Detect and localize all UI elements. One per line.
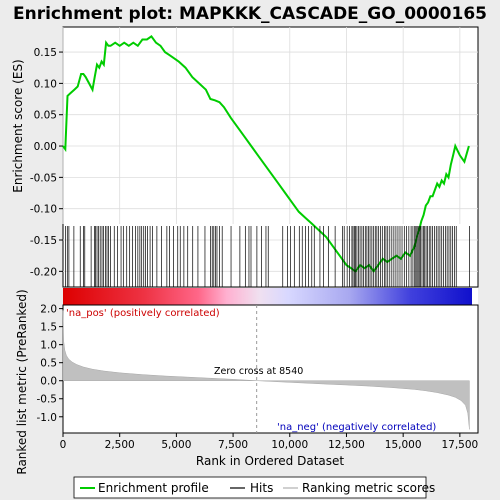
es-y-tick-label: -0.20 bbox=[30, 266, 57, 278]
es-y-tick-label: 0.05 bbox=[34, 110, 57, 122]
legend-label-enrichment-profile: Enrichment profile bbox=[98, 481, 209, 495]
rank-x-tick-label: 2,500 bbox=[105, 439, 135, 451]
es-y-tick-label: 0.00 bbox=[34, 141, 57, 153]
legend-label-hits: Hits bbox=[250, 481, 273, 495]
na-neg-label: 'na_neg' (negatively correlated) bbox=[277, 422, 436, 433]
rank-y-tick-label: 0.5 bbox=[40, 358, 57, 370]
rank-x-tick-label: 17,500 bbox=[441, 439, 478, 451]
chart-title: Enrichment plot: MAPKKK_CASCADE_GO_00001… bbox=[13, 4, 487, 24]
rank-x-tick-label: 12,500 bbox=[328, 439, 365, 451]
es-y-tick-label: -0.05 bbox=[30, 172, 57, 184]
es-y-axis-ticks: -0.20 -0.15 -0.10 -0.05 0.00 0.05 0.10 0.15 bbox=[30, 47, 63, 278]
es-y-tick-label: -0.10 bbox=[30, 204, 57, 216]
rank-x-tick-label: 7,500 bbox=[218, 439, 248, 451]
rank-x-axis-label: Rank in Ordered Dataset bbox=[196, 454, 344, 468]
hits-marks bbox=[65, 226, 470, 287]
rank-y-tick-label: 2.0 bbox=[40, 304, 57, 316]
rank-colorbar-tail bbox=[472, 288, 478, 305]
es-y-tick-label: -0.15 bbox=[30, 235, 57, 247]
rank-x-tick-label: 10,000 bbox=[271, 439, 308, 451]
rank-x-tick-label: 5,000 bbox=[161, 439, 191, 451]
legend-label-ranking-metric: Ranking metric scores bbox=[302, 481, 435, 495]
rank-x-tick-label: 15,000 bbox=[385, 439, 422, 451]
rank-y-tick-label: 0.0 bbox=[40, 376, 57, 388]
na-pos-label: 'na_pos' (positively correlated) bbox=[66, 308, 220, 319]
rank-x-axis-ticks: 0 2,500 5,000 7,500 10,000 12,500 15,000 17,500 bbox=[60, 433, 478, 451]
rank-colorbar bbox=[63, 288, 472, 305]
rank-x-tick-label: 0 bbox=[60, 439, 67, 451]
rank-panel-frame bbox=[62, 304, 479, 434]
es-y-tick-label: 0.15 bbox=[34, 47, 57, 59]
es-y-tick-label: 0.10 bbox=[34, 78, 57, 90]
rank-y-tick-label: 1.5 bbox=[40, 322, 57, 334]
rank-y-axis-label: Ranked list metric (PreRanked) bbox=[15, 289, 29, 474]
zero-cross-label: Zero cross at 8540 bbox=[214, 366, 303, 377]
rank-y-tick-label: -0.5 bbox=[37, 394, 58, 406]
ranking-metric-area bbox=[62, 310, 470, 430]
legend-box bbox=[73, 476, 427, 499]
enrichment-profile-line bbox=[62, 35, 470, 273]
rank-y-axis-ticks: -1.0 -0.5 0.0 0.5 1.0 1.5 2.0 bbox=[37, 304, 63, 424]
es-y-axis-label: Enrichment score (ES) bbox=[11, 59, 25, 192]
rank-y-tick-label: 1.0 bbox=[40, 340, 57, 352]
rank-y-tick-label: -1.0 bbox=[37, 412, 58, 424]
